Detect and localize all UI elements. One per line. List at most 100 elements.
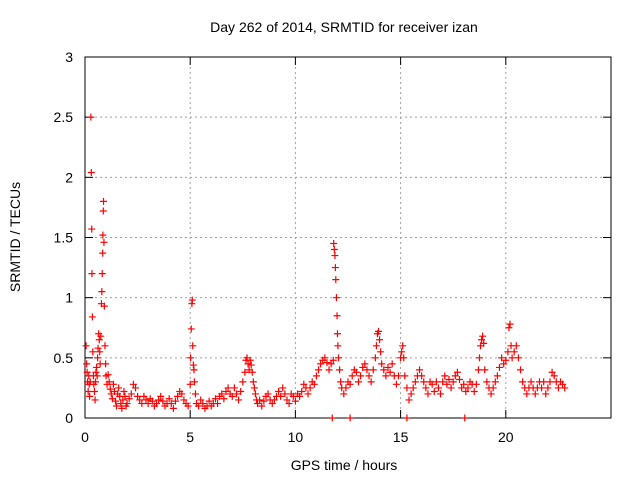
data-point: [330, 240, 338, 248]
data-point: [123, 400, 131, 408]
data-point: [90, 388, 98, 396]
data-point: [544, 384, 552, 392]
data-point: [99, 231, 107, 239]
data-point: [165, 395, 173, 403]
data-point: [348, 372, 356, 380]
data-point: [127, 390, 135, 398]
data-point: [100, 197, 108, 205]
data-point: [260, 397, 268, 405]
data-point: [178, 390, 186, 398]
data-point: [189, 361, 197, 369]
data-point: [384, 363, 392, 371]
data-point: [409, 384, 417, 392]
data-point: [88, 225, 96, 233]
data-point: [296, 392, 304, 400]
data-point: [205, 397, 213, 405]
data-point: [399, 342, 407, 350]
data-point: [214, 400, 222, 408]
data-point: [235, 396, 243, 404]
data-point: [470, 388, 478, 396]
data-point: [330, 246, 338, 254]
data-point: [96, 348, 104, 356]
data-point: [88, 270, 96, 278]
y-tick-label: 1.5: [54, 230, 74, 246]
data-point: [134, 392, 142, 400]
data-point: [248, 368, 256, 376]
data-point: [249, 378, 257, 386]
data-point: [445, 375, 453, 383]
data-point: [487, 390, 495, 398]
data-point: [332, 294, 340, 302]
data-point: [337, 378, 345, 386]
data-point: [157, 392, 165, 400]
data-point: [461, 414, 469, 422]
data-point: [386, 368, 394, 376]
data-point: [336, 366, 344, 374]
data-point: [230, 384, 238, 392]
data-point: [472, 380, 480, 388]
data-point: [342, 384, 350, 392]
data-point: [508, 354, 516, 362]
data-point: [315, 366, 323, 374]
data-point: [527, 378, 535, 386]
data-point: [333, 312, 341, 320]
data-point: [247, 361, 255, 369]
data-point: [94, 344, 102, 352]
data-point: [187, 354, 195, 362]
data-point: [144, 400, 152, 408]
data-point: [148, 397, 156, 405]
data-point: [441, 372, 449, 380]
x-tick-label: 10: [288, 429, 304, 445]
data-point: [377, 348, 385, 356]
data-point: [456, 375, 464, 383]
data-point: [88, 313, 96, 321]
data-point: [125, 395, 133, 403]
data-point: [480, 339, 488, 347]
data-point: [400, 354, 408, 362]
data-point: [94, 354, 102, 362]
data-point: [451, 372, 459, 380]
data-point: [335, 354, 343, 362]
y-tick-label: 3: [65, 49, 73, 65]
data-point: [434, 384, 442, 392]
data-point: [559, 380, 567, 388]
data-point: [281, 390, 289, 398]
data-point: [418, 372, 426, 380]
data-point: [106, 385, 114, 393]
data-point: [270, 396, 278, 404]
data-point: [437, 390, 445, 398]
data-points: [82, 113, 569, 422]
data-point: [502, 356, 510, 364]
data-point: [98, 288, 106, 296]
data-point: [180, 396, 188, 404]
data-point: [331, 252, 339, 260]
data-point: [254, 400, 262, 408]
data-point: [369, 366, 377, 374]
data-point: [131, 384, 139, 392]
data-point: [403, 384, 411, 392]
data-point: [407, 390, 415, 398]
data-point: [382, 372, 390, 380]
data-point: [328, 414, 336, 422]
data-point: [138, 400, 146, 408]
data-point: [495, 363, 503, 371]
data-point: [105, 378, 113, 386]
data-point: [246, 356, 254, 364]
data-point: [101, 342, 109, 350]
data-point: [462, 388, 470, 396]
data-point: [430, 388, 438, 396]
data-point: [550, 372, 558, 380]
data-point: [352, 368, 360, 376]
data-point: [561, 384, 569, 392]
data-point: [460, 380, 468, 388]
data-point: [92, 368, 100, 376]
data-point: [401, 372, 409, 380]
data-point: [232, 390, 240, 398]
data-point: [91, 396, 99, 404]
data-point: [251, 390, 259, 398]
data-point: [505, 324, 513, 332]
data-point: [405, 396, 413, 404]
data-point: [346, 414, 354, 422]
data-point: [411, 378, 419, 386]
data-point: [331, 264, 339, 272]
